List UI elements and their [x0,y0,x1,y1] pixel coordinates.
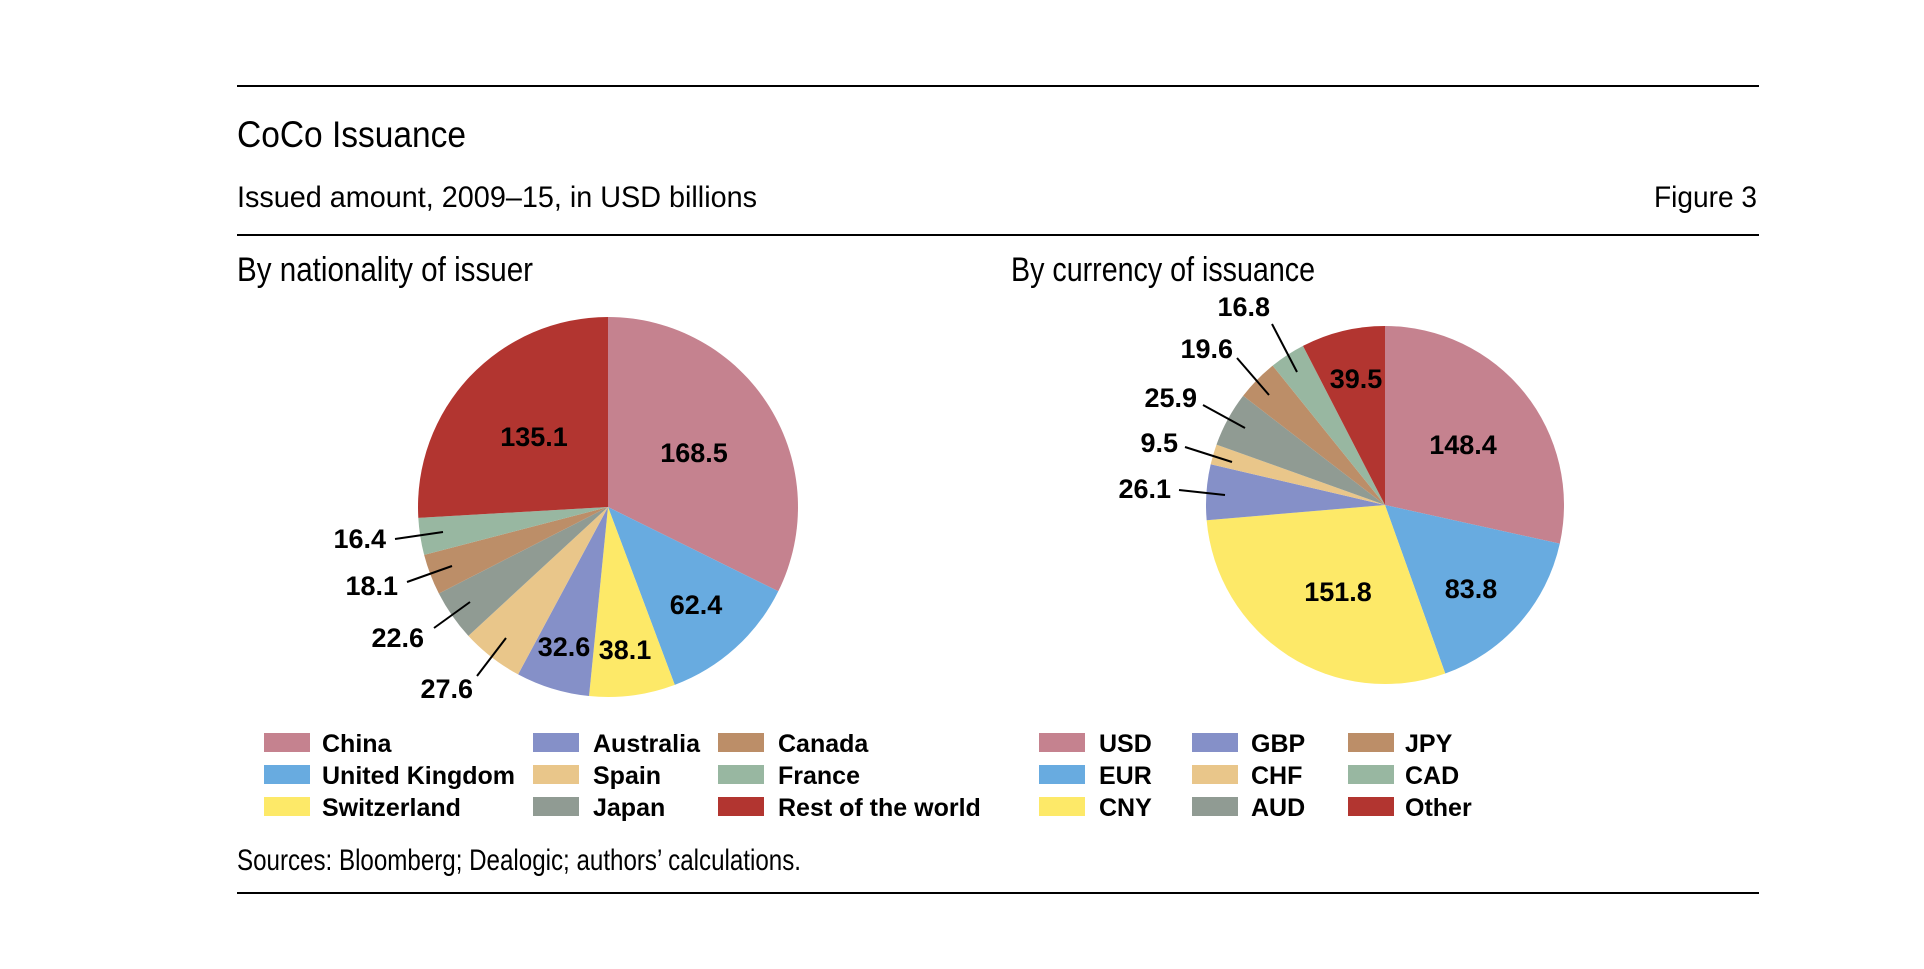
svg-text:AUD: AUD [1251,794,1305,822]
svg-text:CNY: CNY [1099,794,1152,822]
svg-text:CoCo Issuance: CoCo Issuance [237,114,466,155]
svg-text:By currency of issuance: By currency of issuance [1011,251,1315,289]
svg-text:Rest of the world: Rest of the world [778,794,981,822]
svg-text:168.5: 168.5 [660,438,728,468]
svg-text:Sources: Bloomberg; Dealogic;: Sources: Bloomberg; Dealogic; authors’ c… [237,844,801,877]
svg-text:GBP: GBP [1251,730,1305,758]
svg-text:France: France [778,762,860,790]
svg-text:CHF: CHF [1251,762,1302,790]
svg-text:Figure 3: Figure 3 [1654,181,1757,214]
svg-text:Australia: Australia [593,730,701,758]
svg-text:16.4: 16.4 [333,524,386,554]
svg-text:25.9: 25.9 [1144,383,1197,413]
svg-text:27.6: 27.6 [420,674,473,704]
svg-text:22.6: 22.6 [371,623,424,653]
svg-text:9.5: 9.5 [1140,428,1178,458]
svg-text:16.8: 16.8 [1217,292,1270,322]
svg-text:Other: Other [1405,794,1472,822]
svg-text:32.6: 32.6 [538,632,591,662]
svg-text:26.1: 26.1 [1118,474,1171,504]
svg-text:39.5: 39.5 [1330,364,1383,394]
svg-text:USD: USD [1099,730,1152,758]
svg-text:Canada: Canada [778,730,869,758]
svg-text:62.4: 62.4 [670,590,723,620]
svg-text:JPY: JPY [1405,730,1453,758]
svg-text:38.1: 38.1 [599,635,652,665]
svg-text:18.1: 18.1 [345,571,398,601]
svg-text:China: China [322,730,393,758]
svg-text:19.6: 19.6 [1180,334,1233,364]
svg-text:151.8: 151.8 [1304,577,1372,607]
svg-text:Issued amount, 2009–15, in USD: Issued amount, 2009–15, in USD billions [237,181,757,214]
svg-text:Japan: Japan [593,794,665,822]
svg-text:Switzerland: Switzerland [322,794,461,822]
svg-text:83.8: 83.8 [1445,574,1498,604]
svg-text:Spain: Spain [593,762,661,790]
svg-text:EUR: EUR [1099,762,1152,790]
svg-text:135.1: 135.1 [500,422,568,452]
svg-text:By nationality of issuer: By nationality of issuer [237,251,533,289]
svg-text:CAD: CAD [1405,762,1459,790]
svg-text:United Kingdom: United Kingdom [322,762,515,790]
svg-text:148.4: 148.4 [1429,430,1497,460]
